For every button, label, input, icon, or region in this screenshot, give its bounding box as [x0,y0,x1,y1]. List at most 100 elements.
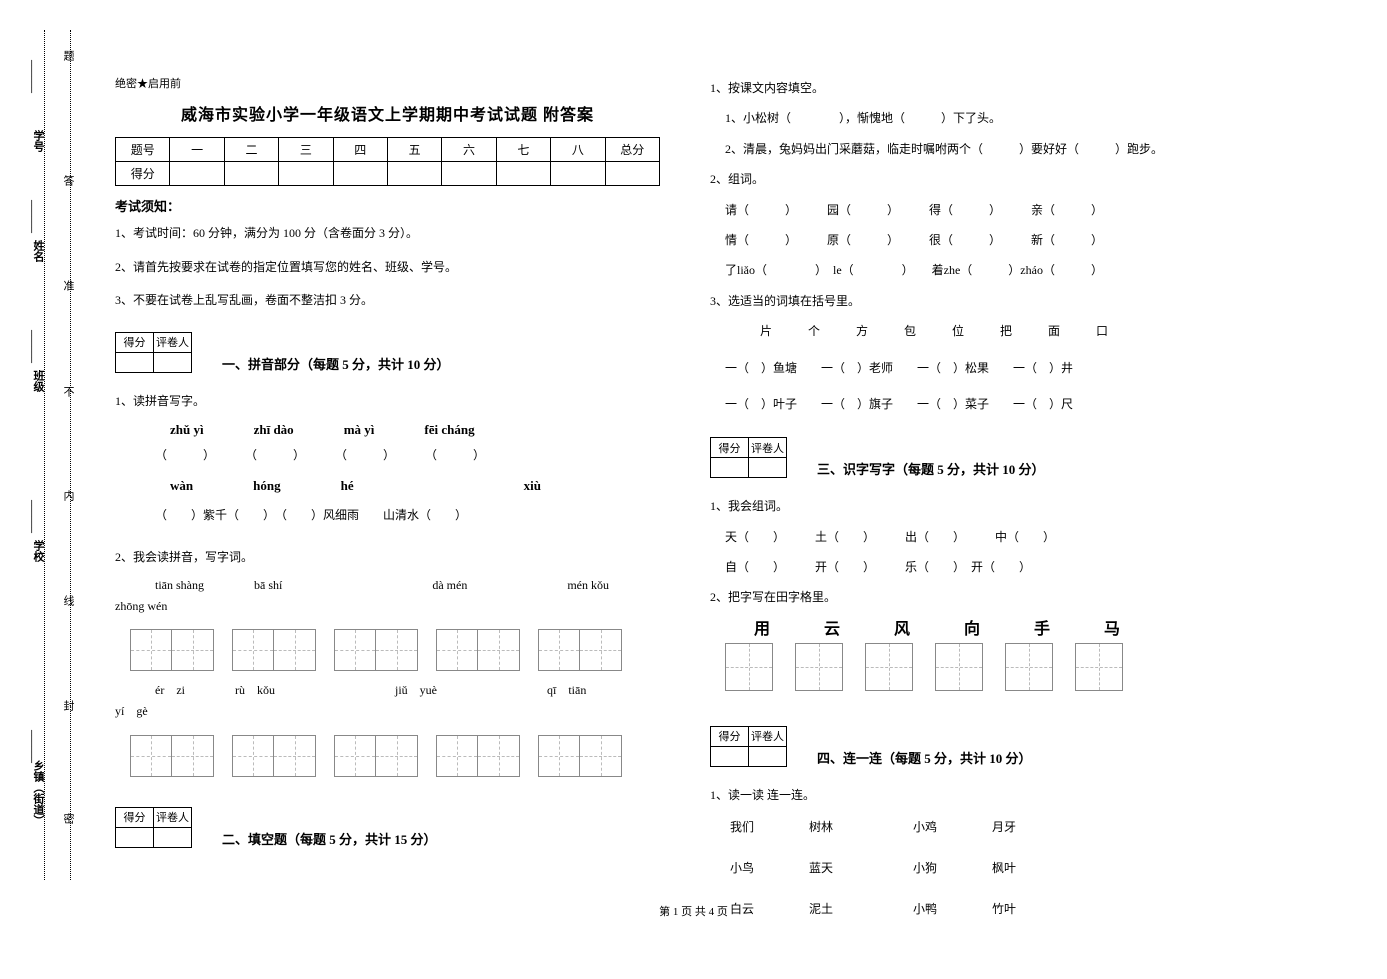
pinyin: qī tiān [547,681,586,698]
tian-cell[interactable] [1005,643,1053,691]
seal-7: 答 [60,175,76,186]
seal-3: 线 [60,595,76,606]
match-item[interactable]: 我们 [730,818,754,835]
grader-name: 评卷人 [154,807,192,827]
match-item[interactable]: 月牙 [992,818,1016,835]
s1-pinyin-row1: zhǔ yì zhī dào mà yì fēi cháng [115,422,660,438]
match-item[interactable]: 小鸟 [730,859,754,876]
section-3-title: 三、识字写字（每题 5 分，共计 10 分） [817,459,1045,478]
seal-1: 密 [60,813,76,824]
tian-cell[interactable] [865,643,913,691]
s3-q1-l1[interactable]: 天（ ） 土（ ） 出（ ） 中（ ） [710,524,1255,550]
match-left-group: 我们 小鸟 白云 树林 蓝天 泥土 [730,818,833,941]
pinyin: tiān shàng [155,578,204,593]
match-item[interactable]: 枫叶 [992,859,1016,876]
grader-name: 评卷人 [749,438,787,458]
tian-pair[interactable] [436,629,520,671]
grader-score: 得分 [711,438,749,458]
tian-pair[interactable] [334,629,418,671]
blank[interactable]: （ ） [155,446,215,463]
tian-pair[interactable] [436,735,520,777]
blank-cell[interactable] [224,162,278,186]
pinyin: ér zi [155,681,185,698]
s1-q2-pinyin-b: ér zi rù kǒu jiǔ yuè qī tiān [115,681,660,698]
blank-cell[interactable] [333,162,387,186]
binding-underline-3: ______ [30,330,42,363]
score-value-row: 得分 [116,162,660,186]
blank-cell[interactable] [116,827,154,847]
s2-q3-l1[interactable]: 一（ ）鱼塘 一（ ）老师 一（ ）松果 一（ ）井 [710,355,1255,381]
section-2-title: 二、填空题（每题 5 分，共计 15 分） [222,829,437,848]
blank-cell[interactable] [154,827,192,847]
blank-cell[interactable] [387,162,441,186]
binding-underline-4: ______ [30,200,42,233]
grader-name: 评卷人 [154,332,192,352]
tian-pair[interactable] [538,735,622,777]
grader-name: 评卷人 [749,726,787,746]
tian-pair[interactable] [232,735,316,777]
blank-cell[interactable] [551,162,605,186]
match-item[interactable]: 蓝天 [809,859,833,876]
cell: 八 [551,138,605,162]
blank-cell[interactable] [116,352,154,372]
blank-cell[interactable] [496,162,550,186]
blank-cell[interactable] [711,746,749,766]
s2-q2-l1[interactable]: 请（ ） 园（ ） 得（ ） 亲（ ） [710,197,1255,223]
blank-cell[interactable] [749,458,787,478]
tian-cell[interactable] [935,643,983,691]
blank[interactable]: （ ） [335,446,395,463]
page-footer: 第 1 页 共 4 页 [0,903,1387,919]
pinyin: rù kǒu [235,681,275,698]
blank-cell[interactable] [279,162,333,186]
pinyin: xiù [524,478,541,494]
blank-cell[interactable] [154,352,192,372]
tian-cell[interactable] [1075,643,1123,691]
tian-row-2 [130,735,660,777]
blank-cell[interactable] [170,162,224,186]
seal-4: 内 [60,490,76,501]
tian-pair[interactable] [538,629,622,671]
grader-table: 得分评卷人 [710,726,787,767]
cell: 一 [170,138,224,162]
pinyin: zhǔ yì [170,422,204,438]
blank-cell[interactable] [711,458,749,478]
s1-blanks-2[interactable]: （ ）紫千（ ） （ ）风细雨 山清水（ ） [115,502,660,528]
match-item[interactable]: 小鸡 [913,818,937,835]
match-item[interactable]: 树林 [809,818,833,835]
grader-score: 得分 [116,332,154,352]
section-3-header: 得分评卷人 三、识字写字（每题 5 分，共计 10 分） [710,437,1255,478]
cell: 得分 [116,162,170,186]
binding-label-township: 乡镇（街道） [30,760,46,826]
s3-char-header: 用 云 风 向 手 马 [710,615,1255,639]
char: 用 [738,615,786,639]
tian-cell[interactable] [795,643,843,691]
tian-pair[interactable] [232,629,316,671]
section-2-header: 得分评卷人 二、填空题（每题 5 分，共计 15 分） [115,807,660,848]
binding-label-school: 学校 [30,540,46,562]
tian-pair[interactable] [334,735,418,777]
blank-cell[interactable] [605,162,659,186]
seal-2: 封 [60,700,76,711]
s2-q1-2[interactable]: 2、清晨，兔妈妈出门采蘑菇，临走时嘱咐两个（ ）要好好（ ）跑步。 [710,136,1255,162]
cell: 五 [387,138,441,162]
blank-cell[interactable] [442,162,496,186]
grader-table: 得分评卷人 [115,332,192,373]
blank[interactable]: （ ） [425,446,485,463]
s2-q3-l2[interactable]: 一（ ）叶子 一（ ）旗子 一（ ）菜子 一（ ）尺 [710,391,1255,417]
s2-q3-words: 片 个 方 包 位 把 面 口 [710,318,1255,344]
tian-pair[interactable] [130,629,214,671]
tian-pair[interactable] [130,735,214,777]
s2-q1-1[interactable]: 1、小松树（ ），惭愧地（ ）下了头。 [710,105,1255,131]
cell: 七 [496,138,550,162]
section-1-title: 一、拼音部分（每题 5 分，共计 10 分） [222,354,450,373]
binding-underline-2: ______ [30,500,42,533]
blank-cell[interactable] [749,746,787,766]
s1-blanks-1: （ ） （ ） （ ） （ ） [115,446,660,463]
grader-score: 得分 [116,807,154,827]
match-item[interactable]: 小狗 [913,859,937,876]
s2-q2-l3[interactable]: 了liǎo（ ） le（ ） 着zhe（ ）zháo（ ） [710,257,1255,283]
tian-cell[interactable] [725,643,773,691]
s2-q2-l2[interactable]: 情（ ） 原（ ） 很（ ） 新（ ） [710,227,1255,253]
s3-q1-l2[interactable]: 自（ ） 开（ ） 乐（ ） 开（ ） [710,554,1255,580]
blank[interactable]: （ ） [245,446,305,463]
